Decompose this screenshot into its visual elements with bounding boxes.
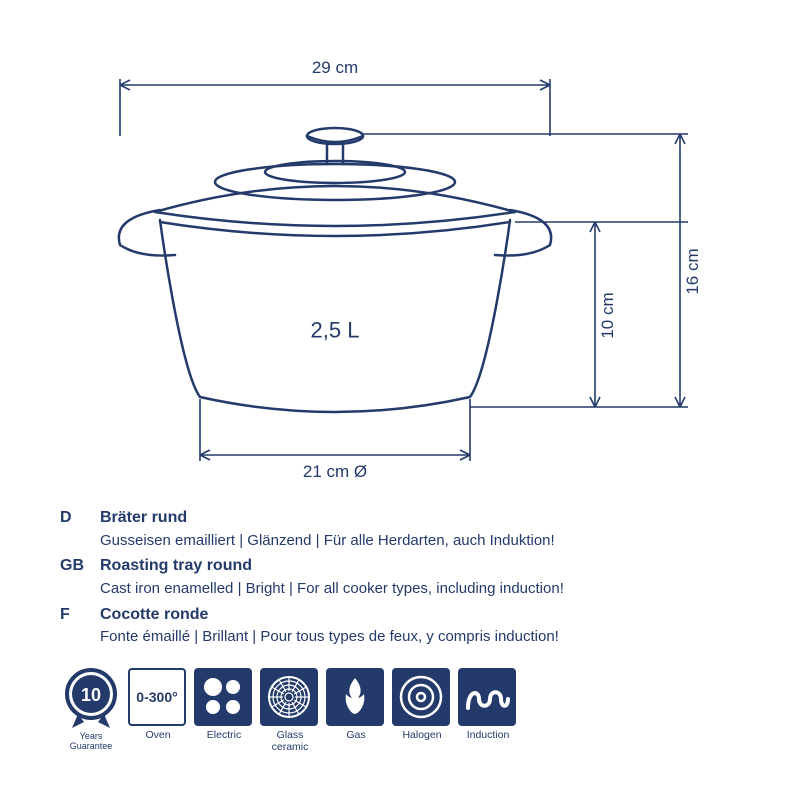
- guarantee-badge: 10YearsGuarantee: [60, 668, 122, 752]
- product-spec-diagram: 2,5 L 29 cm 21 cm Ø 10 cm 16 cm D Bräter run…: [0, 0, 800, 800]
- svg-text:16 cm: 16 cm: [683, 248, 702, 294]
- capacity-label: 2,5 L: [311, 318, 360, 343]
- lang-title: Bräter rund: [100, 508, 187, 529]
- lang-title: Roasting tray round: [100, 556, 252, 577]
- icon-row: 10YearsGuarantee0-300°OvenElectricGlass …: [60, 668, 518, 753]
- svg-text:10 cm: 10 cm: [598, 292, 617, 338]
- cooker-gas-icon: Gas: [326, 668, 386, 741]
- cooker-halogen-icon: Halogen: [392, 668, 452, 741]
- lang-sub: Gusseisen emailliert | Glänzend | Für al…: [100, 531, 740, 551]
- cooker-electric-icon: Electric: [194, 668, 254, 741]
- cooker-induction-icon: Induction: [458, 668, 518, 741]
- lang-sub: Cast iron enamelled | Bright | For all c…: [100, 579, 740, 599]
- svg-text:10: 10: [81, 685, 101, 705]
- lang-sub: Fonte émaillé | Brillant | Pour tous typ…: [100, 627, 740, 647]
- cooker-glassceramic-icon: Glass ceramic: [260, 668, 320, 753]
- svg-text:21 cm Ø: 21 cm Ø: [303, 462, 367, 481]
- svg-text:0-300°: 0-300°: [136, 689, 177, 705]
- svg-text:29 cm: 29 cm: [312, 58, 358, 77]
- pot-drawing: 2,5 L 29 cm 21 cm Ø 10 cm 16 cm: [0, 0, 800, 500]
- cooker-oven-icon: 0-300°Oven: [128, 668, 188, 741]
- lang-code: F: [60, 605, 100, 626]
- description-block: D Bräter rundGusseisen emailliert | Glän…: [60, 508, 740, 653]
- lang-code: D: [60, 508, 100, 529]
- lang-code: GB: [60, 556, 100, 577]
- lang-title: Cocotte ronde: [100, 605, 208, 626]
